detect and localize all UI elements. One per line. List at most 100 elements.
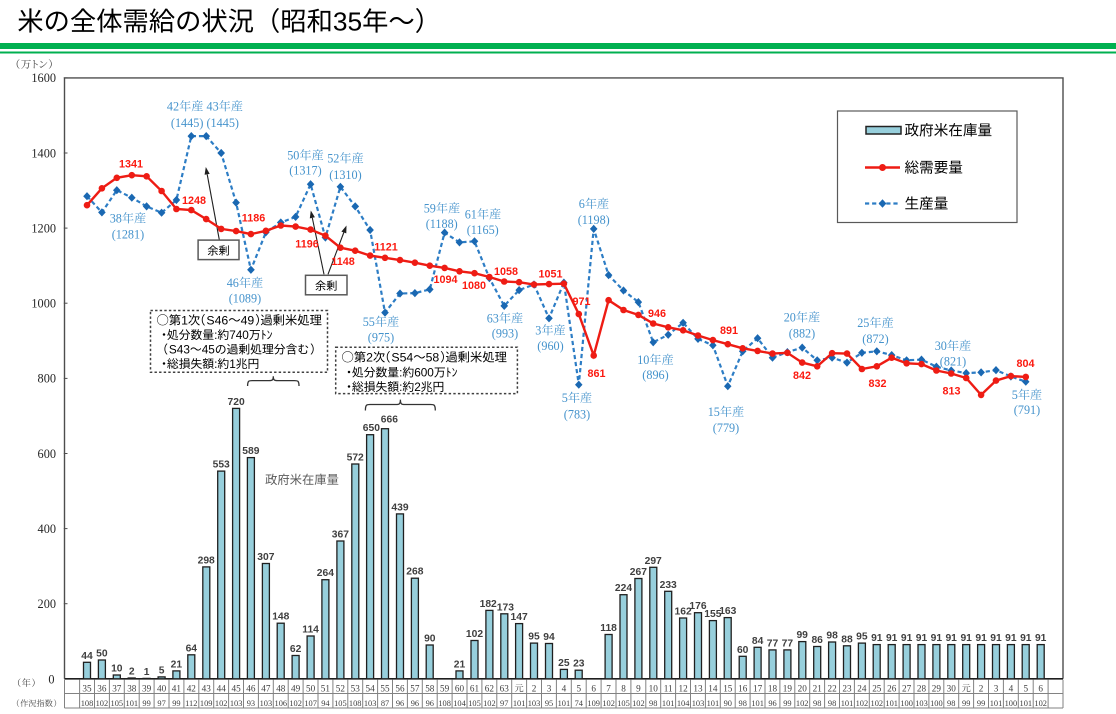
svg-text:91: 91 bbox=[886, 633, 898, 644]
svg-text:25: 25 bbox=[857, 316, 869, 330]
svg-text:5: 5 bbox=[1012, 388, 1018, 402]
svg-text:(1310): (1310) bbox=[329, 168, 362, 182]
svg-text:103: 103 bbox=[692, 699, 705, 708]
svg-text:97: 97 bbox=[157, 699, 165, 708]
svg-text:162: 162 bbox=[675, 607, 692, 618]
svg-text:27: 27 bbox=[902, 683, 912, 693]
svg-text:56: 56 bbox=[395, 683, 405, 693]
svg-text:971: 971 bbox=[572, 296, 590, 308]
svg-text:102: 102 bbox=[96, 699, 109, 708]
svg-text:101: 101 bbox=[513, 699, 526, 708]
svg-text:99: 99 bbox=[977, 699, 985, 708]
svg-text:87: 87 bbox=[381, 699, 389, 708]
svg-text:61: 61 bbox=[470, 683, 480, 693]
svg-text:103: 103 bbox=[364, 699, 377, 708]
svg-text:62: 62 bbox=[485, 683, 495, 693]
svg-text:49: 49 bbox=[291, 683, 301, 693]
svg-text:25: 25 bbox=[872, 683, 882, 693]
svg-text:63: 63 bbox=[500, 683, 510, 693]
svg-text:42: 42 bbox=[167, 100, 179, 114]
svg-text:101: 101 bbox=[885, 699, 898, 708]
svg-text:98: 98 bbox=[947, 699, 955, 708]
svg-text:1: 1 bbox=[229, 357, 236, 371]
svg-text:(1188): (1188) bbox=[426, 217, 458, 231]
svg-text:91: 91 bbox=[916, 633, 928, 644]
svg-text:108: 108 bbox=[438, 699, 451, 708]
svg-text:297: 297 bbox=[645, 556, 662, 567]
svg-text:28: 28 bbox=[917, 683, 927, 693]
svg-text:1094: 1094 bbox=[433, 274, 457, 286]
svg-text:233: 233 bbox=[660, 580, 677, 591]
svg-text:4: 4 bbox=[1009, 683, 1014, 693]
svg-text:93: 93 bbox=[247, 699, 255, 708]
svg-text:307: 307 bbox=[257, 552, 274, 563]
svg-text:54: 54 bbox=[366, 683, 376, 693]
svg-text:(1165): (1165) bbox=[467, 223, 499, 237]
svg-text:(1445): (1445) bbox=[171, 116, 204, 130]
svg-text:15: 15 bbox=[723, 683, 733, 693]
svg-text:94: 94 bbox=[543, 632, 555, 643]
svg-text:102: 102 bbox=[289, 699, 302, 708]
svg-text:8: 8 bbox=[621, 683, 626, 693]
svg-text:98: 98 bbox=[739, 699, 747, 708]
svg-text:5: 5 bbox=[159, 665, 165, 676]
svg-text:97: 97 bbox=[500, 699, 508, 708]
svg-text:7: 7 bbox=[606, 683, 611, 693]
svg-text:47: 47 bbox=[261, 683, 271, 693]
svg-text:102: 102 bbox=[215, 699, 228, 708]
svg-text:39: 39 bbox=[142, 683, 152, 693]
svg-text:62: 62 bbox=[290, 644, 302, 655]
svg-text:S43: S43 bbox=[169, 343, 190, 357]
svg-text:(975): (975) bbox=[368, 331, 394, 345]
svg-text:1400: 1400 bbox=[31, 146, 56, 160]
svg-text:804: 804 bbox=[1016, 358, 1034, 370]
svg-text:S54: S54 bbox=[391, 351, 413, 365]
svg-text:1121: 1121 bbox=[374, 242, 397, 254]
svg-text:650: 650 bbox=[363, 423, 380, 434]
svg-text:102: 102 bbox=[1034, 699, 1047, 708]
svg-text:37: 37 bbox=[112, 683, 122, 693]
svg-text:30: 30 bbox=[947, 683, 957, 693]
svg-text:43: 43 bbox=[202, 683, 212, 693]
svg-text:118: 118 bbox=[600, 623, 617, 634]
svg-text:155: 155 bbox=[704, 609, 721, 620]
svg-text:102: 102 bbox=[796, 699, 809, 708]
svg-text:58: 58 bbox=[425, 683, 435, 693]
svg-text:61: 61 bbox=[465, 208, 477, 222]
svg-text:176: 176 bbox=[689, 601, 706, 612]
svg-text:16: 16 bbox=[738, 683, 748, 693]
svg-text:50: 50 bbox=[96, 649, 108, 660]
svg-text:173: 173 bbox=[497, 602, 514, 613]
svg-text:(993): (993) bbox=[492, 327, 518, 341]
svg-text:105: 105 bbox=[617, 699, 630, 708]
svg-text:6: 6 bbox=[1038, 683, 1043, 693]
svg-text:101: 101 bbox=[707, 699, 720, 708]
svg-text:21: 21 bbox=[454, 659, 466, 670]
svg-text:43: 43 bbox=[207, 100, 219, 114]
svg-text:720: 720 bbox=[228, 397, 245, 408]
svg-text::: : bbox=[399, 380, 402, 394]
svg-text:1080: 1080 bbox=[462, 280, 486, 292]
svg-text:589: 589 bbox=[242, 446, 259, 457]
svg-text:45: 45 bbox=[202, 343, 216, 357]
svg-text:163: 163 bbox=[719, 606, 736, 617]
svg-text:98: 98 bbox=[649, 699, 657, 708]
svg-text:101: 101 bbox=[1020, 699, 1033, 708]
svg-text:99: 99 bbox=[142, 699, 150, 708]
svg-text:10: 10 bbox=[111, 664, 123, 675]
svg-text:64: 64 bbox=[186, 643, 198, 654]
svg-text:52: 52 bbox=[327, 152, 339, 166]
svg-text:1: 1 bbox=[144, 667, 150, 678]
svg-text:(791): (791) bbox=[1014, 403, 1040, 417]
svg-text:91: 91 bbox=[1020, 633, 1032, 644]
svg-text:13: 13 bbox=[693, 683, 703, 693]
svg-text:(882): (882) bbox=[789, 327, 815, 341]
svg-text:41: 41 bbox=[172, 683, 182, 693]
svg-text:861: 861 bbox=[587, 368, 605, 380]
svg-text:91: 91 bbox=[1035, 633, 1047, 644]
svg-text:2: 2 bbox=[129, 667, 135, 678]
svg-text:9: 9 bbox=[636, 683, 641, 693]
svg-text:101: 101 bbox=[558, 699, 571, 708]
svg-text:48: 48 bbox=[276, 683, 286, 693]
svg-text:(1089): (1089) bbox=[229, 292, 262, 306]
